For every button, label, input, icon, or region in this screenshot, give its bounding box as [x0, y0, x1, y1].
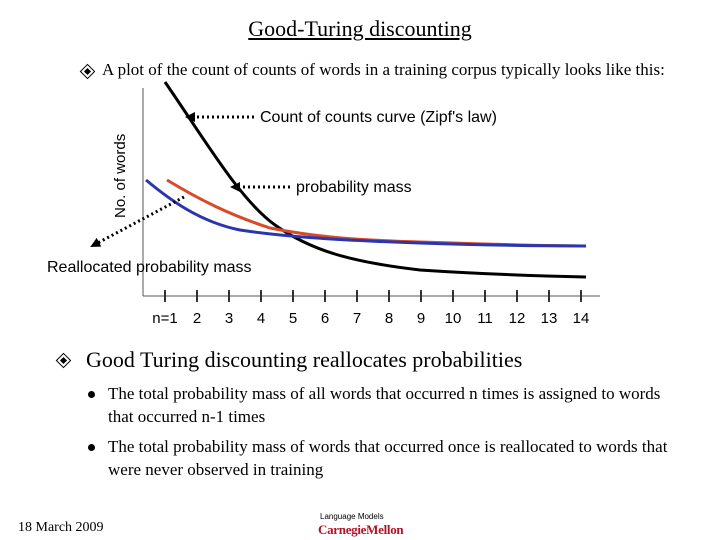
x-tick-label: 8: [385, 310, 393, 327]
intro-text: A plot of the count of counts of words i…: [102, 60, 665, 79]
y-axis-label: No. of words: [112, 134, 129, 218]
reallocated-arrow: [90, 195, 185, 248]
x-tick-label: 2: [193, 310, 201, 327]
x-tick-label: 4: [257, 310, 265, 327]
dot-bullet-icon: [88, 391, 95, 398]
prob-mass-annotation: probability mass: [296, 179, 412, 196]
original-mass-curve: [145, 178, 587, 248]
x-tick-label: 12: [509, 310, 526, 327]
zipf-annotation: Count of counts curve (Zipf's law): [260, 109, 497, 126]
x-tick-label: 14: [573, 310, 590, 327]
section-heading: Good Turing discounting reallocates prob…: [86, 347, 523, 372]
x-axis-ticks: [164, 290, 582, 302]
x-tick-label: n=1: [152, 310, 177, 327]
x-tick-label: 9: [417, 310, 425, 327]
footer-brand-logo: CarnegieMellon: [318, 522, 404, 537]
x-tick-label: 13: [541, 310, 558, 327]
bullet-text: The total probability mass of words that…: [108, 437, 668, 479]
x-tick-label: 7: [353, 310, 361, 327]
x-tick-label: 5: [289, 310, 297, 327]
x-tick-label: 3: [225, 310, 233, 327]
x-tick-label: 10: [445, 310, 462, 327]
footer-date: 18 March 2009: [18, 520, 104, 535]
x-axis-tick-labels: n=1 2 3 4 5 6 7 8 9 10 11 12 13 14: [152, 310, 589, 327]
footer-course: Language Models: [320, 512, 384, 521]
x-tick-label: 6: [321, 310, 329, 327]
dot-bullet-icon: [88, 444, 95, 451]
zipf-curve: [163, 81, 587, 279]
bullet-text: The total probability mass of all words …: [108, 384, 661, 426]
reallocated-annotation: Reallocated probability mass: [47, 259, 252, 276]
diamond-bullet-icon: [55, 352, 72, 369]
count-of-counts-chart: No. of words n=1 2 3 4 5 6 7 8 9 10 11 12 13 14 Count…: [47, 81, 600, 327]
page-title: Good-Turing discounting: [248, 16, 472, 41]
x-tick-label: 11: [477, 310, 493, 327]
